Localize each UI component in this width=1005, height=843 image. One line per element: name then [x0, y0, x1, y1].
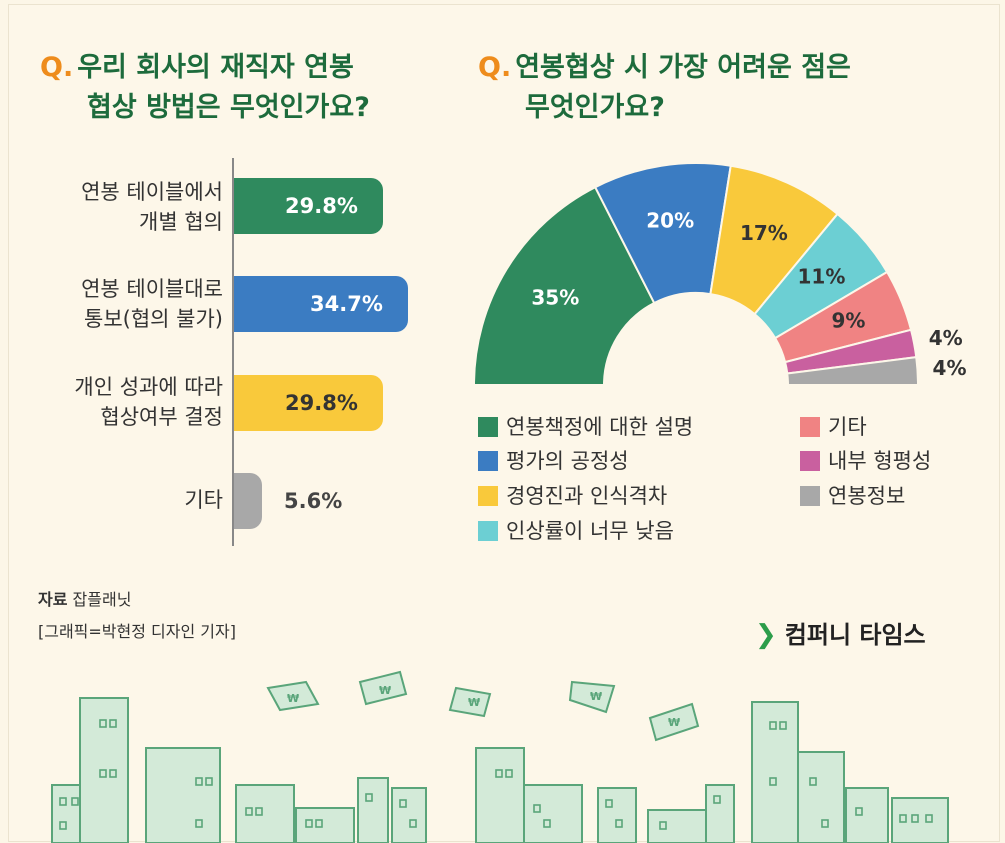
legend-item: 연봉정보 — [800, 481, 905, 511]
bar-label-line1: 연봉 테이블에서 — [81, 180, 223, 204]
source-name: 잡플래닛 — [72, 590, 132, 609]
pie-value-label: 9% — [831, 308, 865, 332]
bar-axis — [232, 158, 234, 546]
right-title-line2: 무엇인가요? — [525, 92, 665, 123]
graphic-credit: [그래픽=박현정 디자인 기자] — [38, 622, 236, 641]
legend-item: 연봉책정에 대한 설명 — [478, 412, 693, 442]
city-illustration: ₩ ₩ ₩ ₩ ₩ — [51, 670, 949, 843]
svg-text:₩: ₩ — [379, 684, 391, 697]
legend-swatch — [800, 486, 820, 506]
pie-value-label: 4% — [929, 326, 963, 350]
brand-name: 컴퍼니 타임스 — [784, 621, 926, 649]
svg-text:₩: ₩ — [590, 690, 602, 703]
legend-swatch — [800, 417, 820, 437]
legend-swatch — [478, 521, 498, 541]
bar-label-line2: 통보(협의 불가) — [84, 307, 223, 331]
legend-label: 내부 형평성 — [828, 449, 932, 473]
pie-slice — [786, 356, 920, 386]
legend-swatch — [800, 451, 820, 471]
legend-item: 내부 형평성 — [800, 446, 931, 476]
bar-category-label: 연봉 테이블에서 개별 협의 — [38, 177, 223, 237]
legend-label: 인상률이 너무 낮음 — [506, 519, 674, 543]
bar — [234, 276, 408, 332]
right-question-title: Q. 연봉협상 시 가장 어려운 점은 무엇인가요? — [478, 48, 958, 128]
bar-value-label: 34.7% — [310, 292, 383, 316]
bar-value-label: 29.8% — [285, 391, 358, 415]
svg-text:₩: ₩ — [468, 696, 480, 709]
bar-label-line1: 개인 성과에 따라 — [74, 375, 223, 399]
legend-label: 연봉정보 — [828, 484, 906, 508]
q-mark: Q. — [478, 52, 512, 83]
bar-value-label: 5.6% — [284, 489, 343, 513]
svg-text:₩: ₩ — [668, 716, 680, 729]
bar-category-label: 기타 — [38, 485, 223, 515]
right-title-line1: 연봉협상 시 가장 어려운 점은 — [515, 52, 851, 83]
legend-label: 평가의 공정성 — [506, 449, 629, 473]
bar — [234, 178, 383, 234]
bar-label-line2: 협상여부 결정 — [100, 405, 223, 429]
source-note: 자료 잡플래닛 [그래픽=박현정 디자인 기자] — [38, 584, 236, 648]
legend-swatch — [478, 451, 498, 471]
bar — [234, 375, 383, 431]
svg-text:₩: ₩ — [287, 692, 299, 705]
legend-swatch — [478, 417, 498, 437]
legend-label: 경영진과 인식격차 — [506, 484, 668, 508]
pie-value-label: 35% — [531, 285, 579, 309]
pie-slice — [472, 185, 656, 386]
legend-label: 연봉책정에 대한 설명 — [506, 415, 694, 439]
left-title-line1: 우리 회사의 재직자 연봉 — [77, 52, 354, 83]
card — [8, 4, 1000, 842]
pie-chart: 35% 20% 17% 11% 9% 4% 4% — [472, 162, 967, 386]
bar-label-line2: 개별 협의 — [139, 210, 223, 234]
chevron-right-icon: ❯ — [755, 620, 777, 650]
legend-swatch — [478, 486, 498, 506]
bar-label-line1: 기타 — [184, 488, 223, 512]
bar-category-label: 개인 성과에 따라 협상여부 결정 — [38, 372, 223, 432]
pie-value-label: 4% — [933, 356, 967, 380]
pie-value-label: 17% — [740, 221, 788, 245]
legend-item: 평가의 공정성 — [478, 446, 629, 476]
bar-value-label: 29.8% — [285, 194, 358, 218]
pie-value-label: 20% — [646, 209, 694, 233]
bar-category-label: 연봉 테이블대로 통보(협의 불가) — [38, 274, 223, 334]
bar — [234, 473, 262, 529]
q-mark: Q. — [40, 52, 74, 83]
legend-item: 기타 — [800, 412, 867, 442]
source-label: 자료 — [38, 590, 68, 609]
brand-logo: ❯ 컴퍼니 타임스 — [755, 615, 926, 650]
legend-item: 인상률이 너무 낮음 — [478, 516, 674, 546]
bar-label-line1: 연봉 테이블대로 — [81, 277, 223, 301]
legend-item: 경영진과 인식격차 — [478, 481, 667, 511]
legend-label: 기타 — [828, 415, 867, 439]
pie-value-label: 11% — [798, 264, 846, 288]
left-title-line2: 협상 방법은 무엇인가요? — [87, 92, 370, 123]
left-question-title: Q. 우리 회사의 재직자 연봉 협상 방법은 무엇인가요? — [40, 48, 420, 128]
